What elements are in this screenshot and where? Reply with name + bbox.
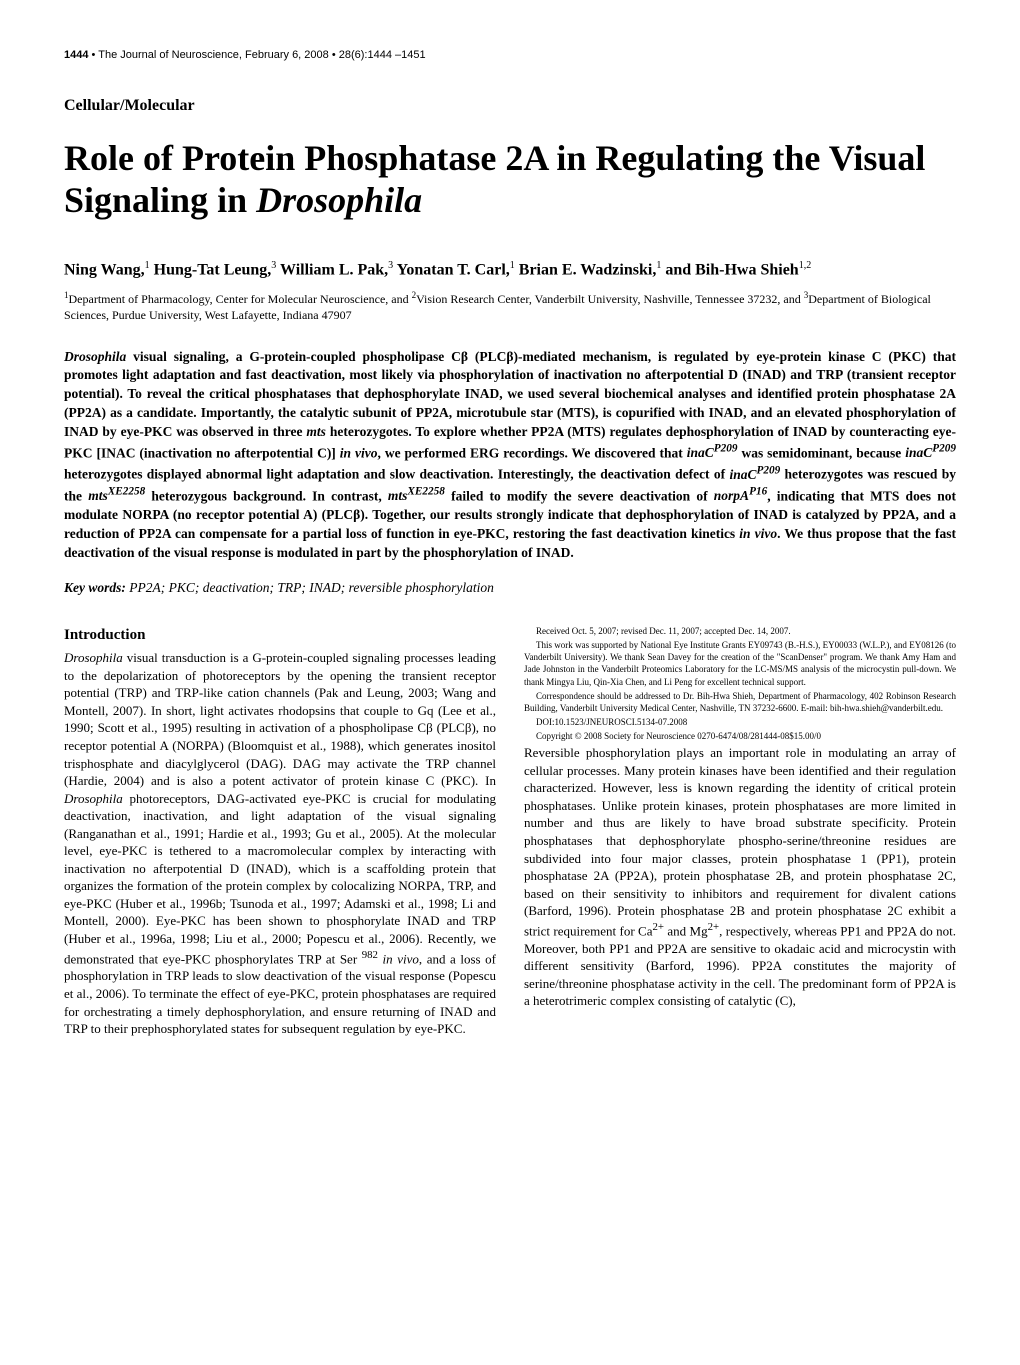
running-header: 1444 • The Journal of Neuroscience, Febr… — [64, 48, 956, 63]
header-bullet: • — [88, 49, 98, 61]
footnotes-block: Received Oct. 5, 2007; revised Dec. 11, … — [524, 625, 956, 742]
intro-paragraph-2: Reversible phosphorylation plays an impo… — [524, 744, 956, 1010]
footnote-correspondence: Correspondence should be addressed to Dr… — [524, 690, 956, 714]
page-number: 1444 — [64, 49, 88, 61]
abstract: Drosophila visual signaling, a G-protein… — [64, 348, 956, 563]
journal-issue: The Journal of Neuroscience, February 6,… — [98, 49, 425, 61]
introduction-heading: Introduction — [64, 625, 496, 645]
keywords-line: Key words: PP2A; PKC; deactivation; TRP;… — [64, 579, 956, 597]
footnote-copyright: Copyright © 2008 Society for Neuroscienc… — [524, 730, 956, 742]
footnote-funding: This work was supported by National Eye … — [524, 639, 956, 688]
affiliations: 1Department of Pharmacology, Center for … — [64, 289, 956, 323]
footnote-doi: DOI:10.1523/JNEUROSCI.5134-07.2008 — [524, 716, 956, 728]
authors-line: Ning Wang,1 Hung-Tat Leung,3 William L. … — [64, 259, 956, 281]
body-columns: Introduction Drosophila visual transduct… — [64, 625, 956, 1038]
footnote-received: Received Oct. 5, 2007; revised Dec. 11, … — [524, 625, 956, 637]
intro-paragraph-1: Drosophila visual transduction is a G-pr… — [64, 649, 496, 1037]
keywords-text: PP2A; PKC; deactivation; TRP; INAD; reve… — [126, 580, 494, 595]
article-title: Role of Protein Phosphatase 2A in Regula… — [64, 138, 956, 221]
keywords-label: Key words: — [64, 580, 126, 595]
section-label: Cellular/Molecular — [64, 95, 956, 117]
